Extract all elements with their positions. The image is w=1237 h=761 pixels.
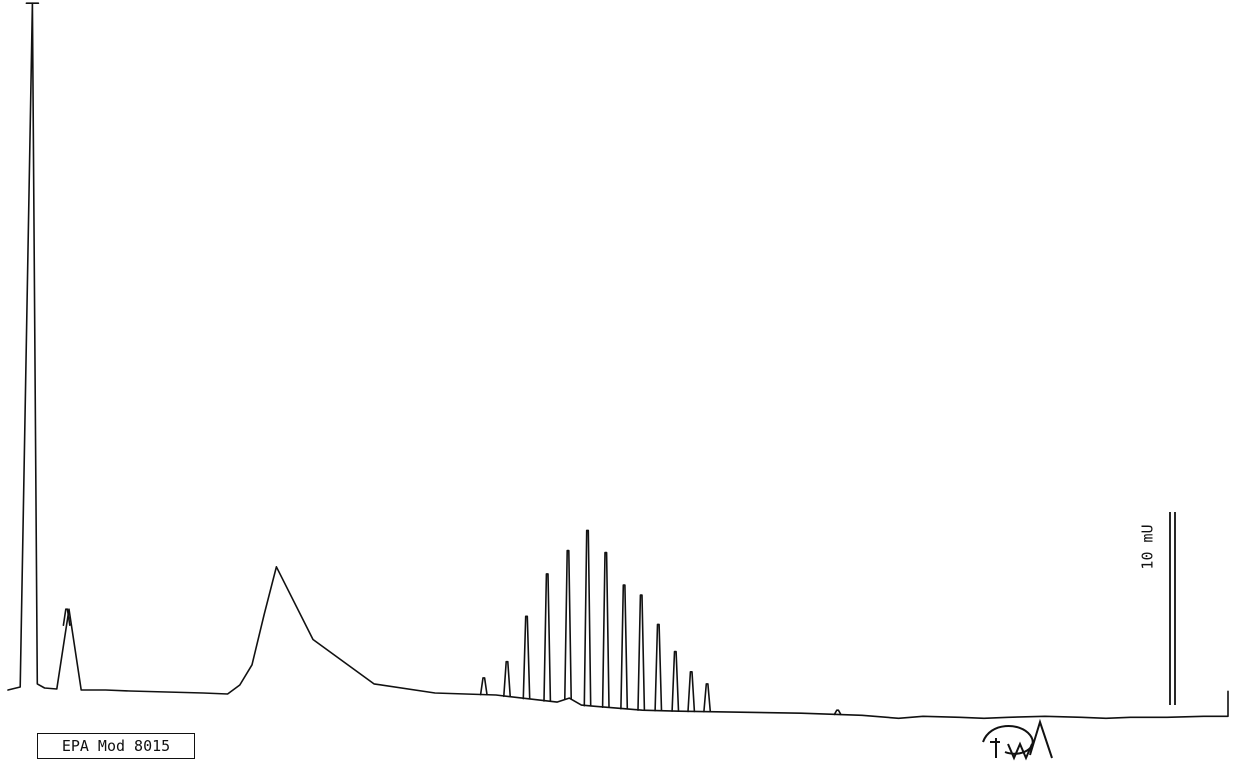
peak-14 — [687, 671, 696, 713]
peak-2 — [62, 608, 71, 626]
method-label: EPA Mod 8015 — [61, 737, 171, 755]
peak-4 — [503, 660, 511, 698]
peak-7 — [564, 549, 572, 700]
peak-8 — [583, 529, 592, 707]
peak-6 — [543, 573, 552, 702]
peak-11 — [637, 594, 646, 711]
peak-5 — [522, 615, 531, 700]
peak-16 — [833, 709, 842, 716]
peak-15 — [703, 683, 712, 713]
scale-bar-label: 10 mU — [1128, 512, 1168, 582]
scale-bar-text: 10 mU — [1139, 524, 1157, 570]
peak-3 — [479, 677, 488, 696]
peak-13 — [671, 650, 680, 712]
peak-9 — [601, 551, 610, 708]
method-label-box: EPA Mod 8015 — [37, 733, 195, 759]
analyst-initials-signature — [982, 718, 1053, 761]
peak-10 — [620, 584, 629, 710]
peak-12 — [654, 623, 663, 712]
peaks-layer — [25, 2, 842, 716]
chromatogram-trace — [7, 2, 1229, 720]
